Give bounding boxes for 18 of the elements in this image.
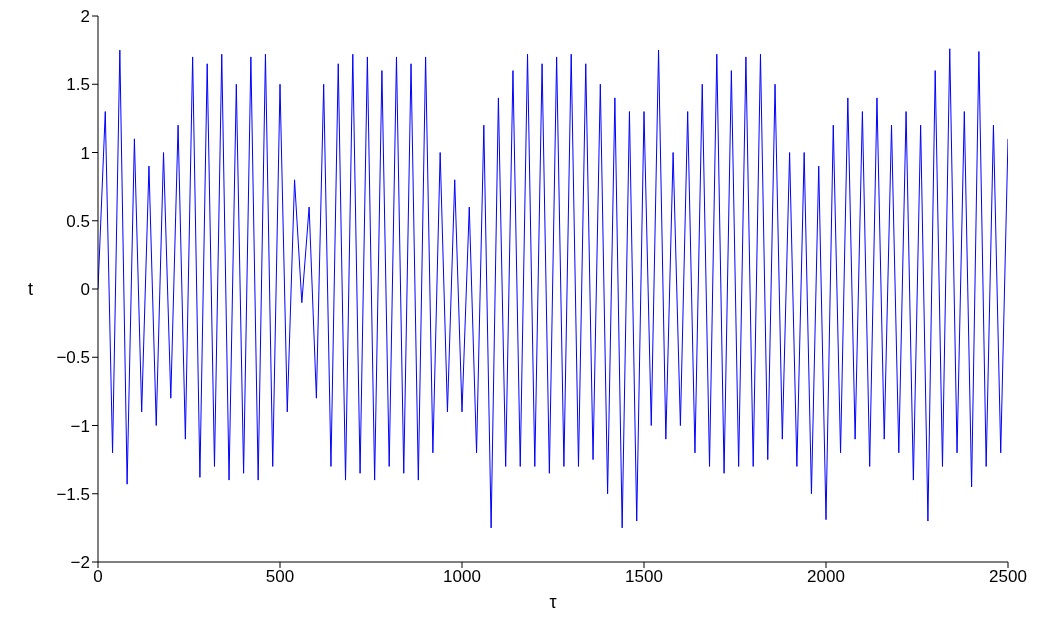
x-tick-label: 2500: [989, 567, 1027, 587]
y-tick-label: −2: [70, 553, 90, 573]
y-axis-title: t: [28, 279, 34, 300]
line-series: [98, 48, 1008, 529]
x-axis-title: τ: [549, 592, 557, 612]
x-tick-label: 500: [265, 567, 295, 587]
y-tick-label: 1: [80, 143, 90, 163]
x-tick-label: 1500: [625, 567, 663, 587]
x-tick-label: 2000: [807, 567, 845, 587]
y-tick-label: 2: [80, 7, 90, 27]
x-tick-label: 1000: [443, 567, 481, 587]
y-tick-label: 0: [80, 280, 90, 300]
y-tick-label: −1: [70, 416, 90, 436]
y-tick-label: 1.5: [66, 75, 90, 95]
y-tick-label: 0.5: [66, 211, 90, 231]
y-tick-label: −0.5: [56, 348, 90, 368]
x-tick-label: 0: [93, 567, 103, 587]
y-tick-label: −1.5: [56, 484, 90, 504]
